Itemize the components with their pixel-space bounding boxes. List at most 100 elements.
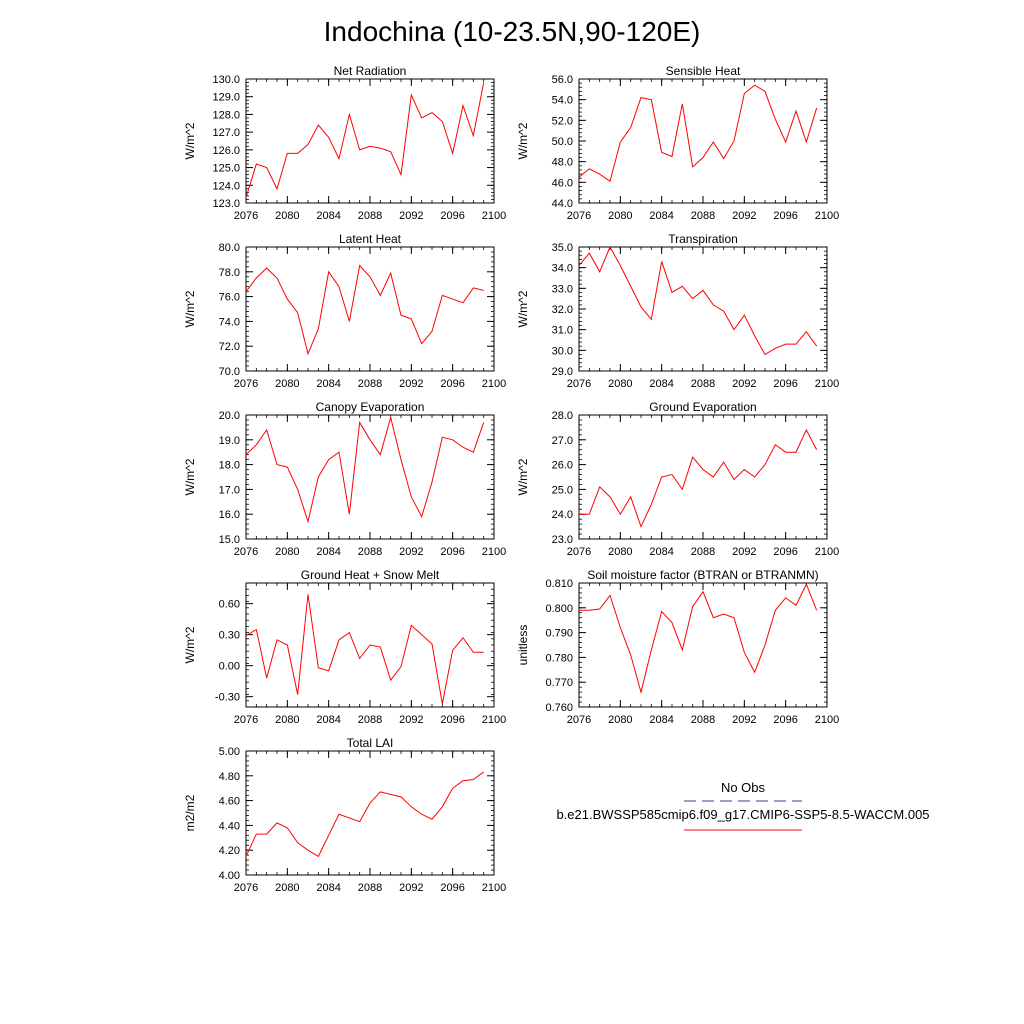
y-tick-label: 48.0 [552, 157, 573, 169]
y-tick-label: 129.0 [212, 92, 240, 104]
y-tick-label: 20.0 [219, 410, 240, 422]
x-tick-label: 2100 [482, 714, 506, 726]
x-tick-label: 2088 [691, 378, 715, 390]
y-tick-label: 123.0 [212, 198, 240, 210]
x-tick-label: 2100 [815, 546, 839, 558]
chart-panel-2: Sensible Heat W/m^2 2076 2080 2084 2088 2092 20… [516, 64, 839, 222]
y-axis-label: W/m^2 [516, 122, 530, 159]
y-tick-label: 130.0 [212, 74, 240, 86]
x-tick-label: 2100 [815, 210, 839, 222]
series-line [578, 84, 818, 183]
y-tick-label: 26.0 [552, 460, 573, 472]
x-tick-label: 2080 [275, 882, 299, 894]
x-tick-label: 2100 [815, 714, 839, 726]
y-axis-label: W/m^2 [516, 458, 530, 495]
y-tick-label: 127.0 [212, 127, 240, 139]
y-axis-label: W/m^2 [183, 290, 197, 327]
legend-obs-label: No Obs [721, 780, 766, 795]
x-tick-label: 2096 [440, 714, 464, 726]
series-line [245, 82, 485, 198]
y-tick-label: 4.60 [219, 796, 240, 808]
chart-panel-9: Total LAI m2/m2 2076 2080 2084 2088 2092 2096 21… [183, 736, 506, 894]
chart-panel-4: Transpiration W/m^2 2076 2080 2084 2088 2092 20… [516, 232, 839, 390]
x-tick-label: 2076 [234, 882, 258, 894]
y-tick-label: 126.0 [212, 145, 240, 157]
x-tick-label: 2096 [773, 378, 797, 390]
x-tick-label: 2084 [649, 714, 673, 726]
chart-title: Ground Heat + Snow Melt [301, 568, 440, 582]
y-tick-label: 72.0 [219, 341, 240, 353]
y-axis-label: W/m^2 [183, 626, 197, 663]
x-tick-label: 2080 [608, 210, 632, 222]
x-tick-label: 2088 [358, 714, 382, 726]
y-tick-label: 124.0 [212, 180, 240, 192]
plot-frame [578, 246, 828, 372]
x-tick-label: 2076 [234, 210, 258, 222]
chart-title: Latent Heat [339, 232, 402, 246]
chart-panel-6: Ground Evaporation W/m^2 2076 2080 2084 2088 2… [516, 400, 839, 558]
y-tick-label: 4.20 [219, 845, 240, 857]
x-tick-label: 2088 [691, 714, 715, 726]
y-tick-label: 56.0 [552, 74, 573, 86]
chart-title: Transpiration [668, 232, 738, 246]
y-tick-label: 33.0 [552, 283, 573, 295]
x-tick-label: 2084 [316, 714, 340, 726]
y-tick-label: 50.0 [552, 136, 573, 148]
series-line [245, 415, 485, 524]
x-tick-label: 2092 [399, 546, 423, 558]
x-tick-label: 2084 [649, 546, 673, 558]
plot-frame [245, 246, 495, 372]
series-line [245, 264, 484, 356]
y-tick-label: 34.0 [552, 263, 573, 275]
x-tick-label: 2100 [482, 210, 506, 222]
y-tick-label: 0.60 [219, 599, 240, 611]
y-tick-label: 0.770 [545, 677, 573, 689]
series-line [579, 583, 818, 695]
chart-title: Total LAI [347, 736, 394, 750]
x-tick-label: 2080 [608, 714, 632, 726]
y-tick-label: 0.810 [545, 578, 573, 590]
chart-title: Ground Evaporation [649, 400, 756, 414]
x-tick-label: 2080 [275, 378, 299, 390]
y-tick-label: 0.780 [545, 652, 573, 664]
x-tick-label: 2092 [399, 378, 423, 390]
x-tick-label: 2080 [608, 378, 632, 390]
chart-title: Net Radiation [334, 64, 407, 78]
y-tick-label: 35.0 [552, 242, 573, 254]
y-tick-label: 30.0 [552, 345, 573, 357]
x-tick-label: 2088 [358, 882, 382, 894]
x-tick-label: 2088 [358, 210, 382, 222]
x-tick-label: 2080 [275, 210, 299, 222]
plot-frame [245, 750, 495, 876]
x-tick-label: 2092 [399, 714, 423, 726]
x-tick-label: 2084 [649, 210, 673, 222]
series-line [245, 771, 484, 858]
chart-title: Sensible Heat [666, 64, 741, 78]
plot-frame [245, 78, 495, 204]
y-tick-label: 5.00 [219, 746, 240, 758]
chart-panel-1: Net Radiation W/m^2 2076 2080 2084 2088 2092 20… [183, 64, 506, 222]
plot-frame [578, 78, 828, 204]
x-tick-label: 2080 [275, 714, 299, 726]
y-tick-label: 4.00 [219, 870, 240, 882]
x-tick-label: 2084 [316, 378, 340, 390]
x-tick-label: 2092 [399, 210, 423, 222]
page-title: Indochina (10-23.5N,90-120E) [324, 16, 701, 47]
y-tick-label: 52.0 [552, 115, 573, 127]
y-tick-label: 25.0 [552, 484, 573, 496]
y-tick-label: 18.0 [219, 460, 240, 472]
y-tick-label: 29.0 [552, 366, 573, 378]
y-tick-label: 125.0 [212, 163, 240, 175]
y-tick-label: 0.800 [545, 603, 573, 615]
y-tick-label: 4.80 [219, 771, 240, 783]
x-tick-label: 2076 [234, 714, 258, 726]
y-tick-label: 27.0 [552, 435, 573, 447]
x-tick-label: 2088 [358, 378, 382, 390]
y-axis-label: W/m^2 [516, 290, 530, 327]
series-line [578, 245, 818, 356]
y-tick-label: 80.0 [219, 242, 240, 254]
y-tick-label: 44.0 [552, 198, 573, 210]
series-line [245, 594, 484, 704]
y-tick-label: 0.30 [219, 630, 240, 642]
